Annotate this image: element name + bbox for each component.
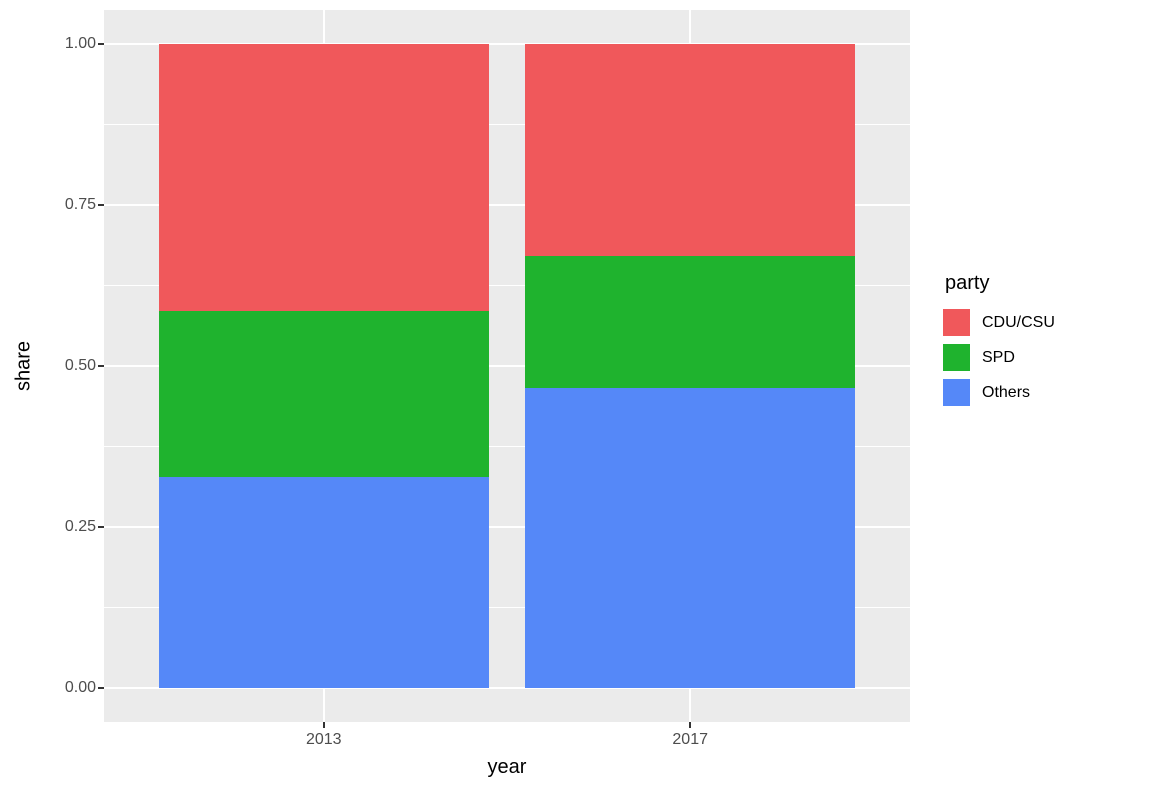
bar-2017-segment-spd xyxy=(525,255,856,388)
y-tick-mark xyxy=(98,43,104,45)
legend-entry-spd: SPD xyxy=(943,344,1143,371)
plot-panel xyxy=(104,10,910,722)
gridline-major xyxy=(104,204,910,206)
y-tick-mark xyxy=(98,687,104,689)
gridline-minor xyxy=(104,285,910,286)
y-tick-mark xyxy=(98,526,104,528)
y-tick-label: 0.25 xyxy=(64,518,96,535)
x-axis-title: year xyxy=(487,756,527,778)
x-tick-mark xyxy=(689,722,692,728)
legend-entry-cdu-csu: CDU/CSU xyxy=(943,309,1143,336)
gridline-major xyxy=(104,526,910,528)
legend-entry-others: Others xyxy=(943,379,1143,406)
legend-label-cdu-csu: CDU/CSU xyxy=(982,313,1055,331)
gridline-major xyxy=(104,43,910,45)
y-tick-label: 1.00 xyxy=(64,35,96,52)
y-axis-title: share xyxy=(12,340,35,392)
legend-swatch-spd xyxy=(943,344,970,371)
x-tick-mark xyxy=(322,722,325,728)
legend-swatch-others xyxy=(943,379,970,406)
x-tick-label: 2017 xyxy=(672,731,708,748)
legend-title: party xyxy=(945,272,990,294)
y-tick-mark xyxy=(98,365,104,367)
legend-swatch-cdu-csu xyxy=(943,309,970,336)
legend-entries: CDU/CSU SPD Others xyxy=(943,309,1143,406)
y-tick-label: 0.50 xyxy=(64,357,96,374)
legend-label-spd: SPD xyxy=(982,348,1015,366)
y-tick-label: 0.75 xyxy=(64,196,96,213)
gridline-minor xyxy=(104,124,910,125)
bar-2013-segment-others xyxy=(158,476,489,688)
gridline-major xyxy=(104,687,910,689)
bar-2013-segment-cdu-csu xyxy=(158,44,489,312)
gridline-minor xyxy=(104,446,910,447)
y-tick-mark xyxy=(98,204,104,206)
gridline-major xyxy=(104,365,910,367)
bar-2017-segment-cdu-csu xyxy=(525,44,856,256)
legend: party CDU/CSU SPD Others xyxy=(943,272,1143,414)
bar-2017-segment-others xyxy=(525,387,856,688)
x-tick-label: 2013 xyxy=(305,731,342,748)
y-tick-label: 0.00 xyxy=(64,679,96,696)
legend-label-others: Others xyxy=(982,383,1031,401)
gridline-minor xyxy=(104,607,910,608)
bar-2013-segment-spd xyxy=(158,311,489,477)
